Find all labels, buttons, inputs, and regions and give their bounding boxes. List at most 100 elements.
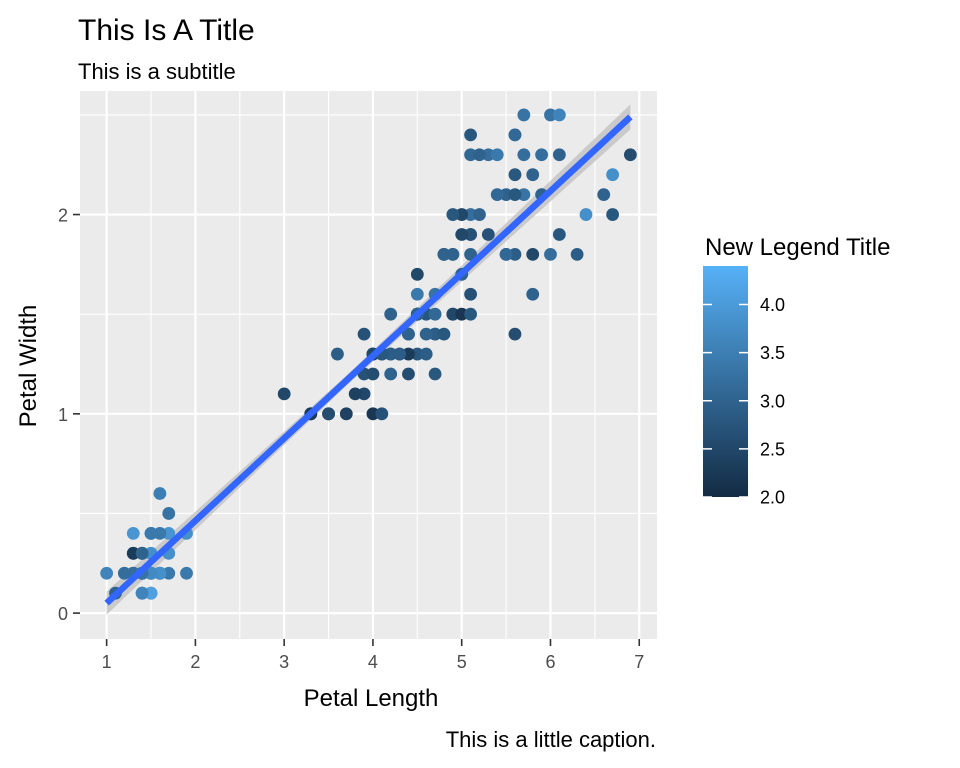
y-axis-title: Petal Width (15, 305, 42, 428)
x-tick-label: 7 (634, 652, 644, 672)
regression-line (104, 114, 633, 606)
data-point (357, 387, 371, 401)
legend-tick-label: 2.0 (760, 488, 785, 508)
legend-tick-label: 3.5 (760, 343, 785, 363)
data-point (162, 507, 176, 520)
data-point (526, 248, 540, 261)
data-point (623, 148, 637, 162)
data-point (473, 208, 486, 221)
data-point (508, 188, 522, 202)
data-point (597, 188, 611, 202)
data-point (135, 586, 149, 600)
data-point (348, 387, 362, 401)
data-point (464, 228, 477, 241)
data-point (446, 248, 460, 261)
data-point (428, 307, 442, 321)
chart-caption: This is a little caption. (446, 727, 656, 752)
data-point (446, 307, 460, 321)
data-point (464, 128, 477, 142)
data-point (135, 546, 149, 560)
data-point (384, 347, 398, 361)
data-point (410, 347, 424, 361)
data-point (570, 248, 584, 261)
data-point (526, 287, 540, 301)
data-point (153, 566, 167, 580)
data-point (393, 347, 406, 361)
data-point (162, 566, 176, 580)
data-point (322, 407, 335, 421)
x-tick-label: 2 (190, 652, 200, 672)
data-point (419, 327, 433, 341)
y-tick-label: 1 (58, 405, 68, 425)
data-point (402, 347, 415, 361)
data-point (606, 168, 620, 182)
data-point (410, 267, 424, 281)
data-point (464, 208, 477, 221)
legend-title: New Legend Title (705, 234, 890, 261)
grid-minor (80, 91, 657, 639)
data-point (339, 407, 353, 421)
data-point (153, 487, 167, 500)
y-tick-label: 2 (58, 206, 68, 226)
legend-tick-label: 2.5 (760, 439, 785, 459)
legend-tick-label: 3.0 (760, 391, 785, 411)
data-point (499, 188, 513, 202)
legend-ticks: 2.0 2.5 3.0 3.5 4.0 (703, 295, 785, 508)
data-point (428, 367, 442, 381)
data-point (144, 566, 158, 580)
data-point (277, 387, 291, 401)
data-point (100, 566, 114, 580)
data-point (455, 208, 469, 221)
data-point (464, 148, 477, 162)
data-point (366, 407, 380, 421)
data-point (508, 168, 522, 182)
data-point (508, 327, 522, 341)
axes: 1 2 3 4 5 6 7 0 1 2 (58, 206, 644, 672)
data-point (606, 208, 620, 221)
data-point (384, 307, 398, 321)
legend-tick-label: 4.0 (760, 295, 785, 315)
data-point (544, 108, 557, 122)
x-tick-label: 1 (102, 652, 112, 672)
data-point (375, 407, 389, 421)
data-point (481, 148, 495, 162)
grid-major (80, 91, 657, 639)
data-point (517, 148, 531, 162)
data-point (446, 208, 460, 221)
data-point (402, 327, 415, 341)
data-point (552, 228, 566, 241)
data-point (117, 566, 131, 580)
plot-area (80, 91, 657, 639)
x-tick-label: 6 (545, 652, 555, 672)
data-point (490, 148, 504, 162)
x-tick-label: 3 (279, 652, 289, 672)
data-point (517, 188, 531, 202)
data-point (526, 168, 540, 182)
data-point (517, 108, 531, 122)
data-point (180, 566, 193, 580)
legend-colorbar (703, 266, 748, 497)
x-axis-title: Petal Length (304, 685, 439, 712)
data-point (464, 248, 477, 261)
data-point (437, 248, 451, 261)
data-point (331, 347, 344, 361)
data-point (499, 248, 513, 261)
data-point (428, 327, 442, 341)
trend-line (104, 114, 633, 606)
data-point (357, 327, 371, 341)
chart-subtitle: This is a subtitle (78, 59, 236, 84)
data-point (464, 287, 477, 301)
data-point (535, 148, 548, 162)
data-point (144, 586, 158, 600)
chart-title: This Is A Title (78, 14, 255, 47)
data-point (464, 307, 477, 321)
data-point (126, 546, 140, 560)
data-point (552, 108, 566, 122)
data-point (481, 228, 495, 241)
data-point (402, 367, 415, 381)
data-point (162, 526, 176, 540)
data-point (455, 307, 469, 321)
data-point (473, 148, 486, 162)
data-point (153, 526, 167, 540)
